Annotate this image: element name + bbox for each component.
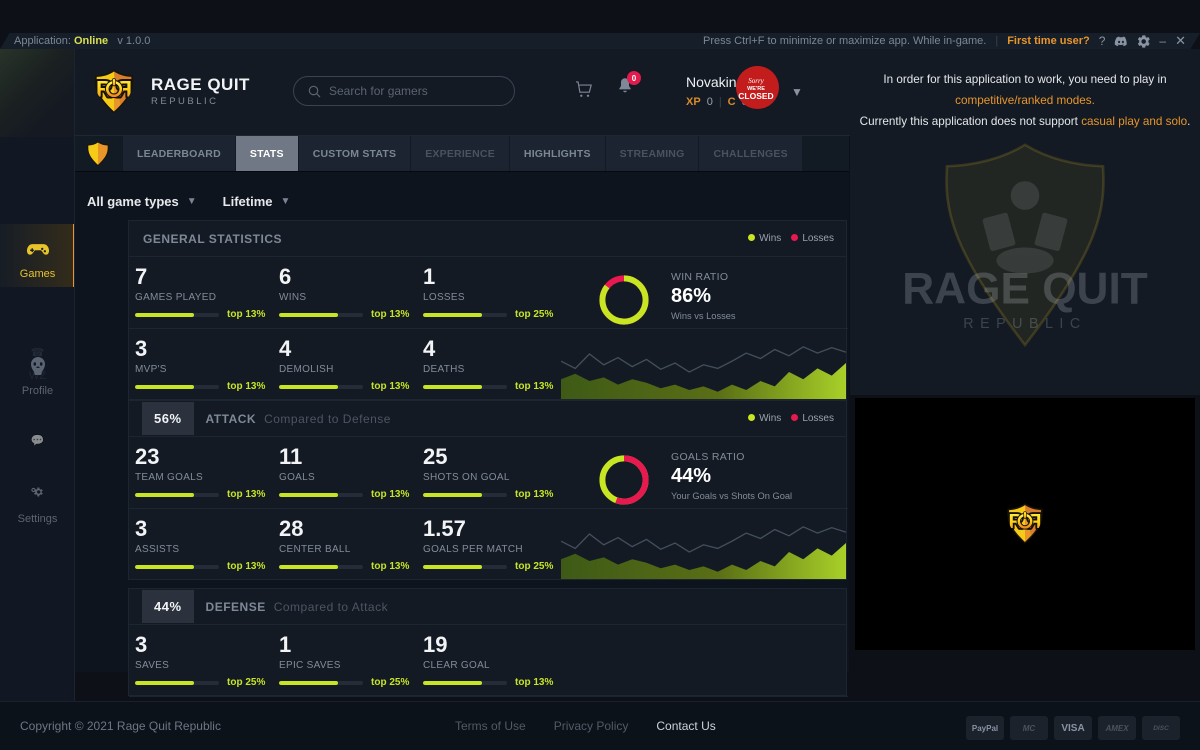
svg-text:Sorry: Sorry [748, 77, 764, 85]
svg-text:CLOSED: CLOSED [738, 91, 773, 101]
svg-text:R: R [96, 77, 112, 102]
svg-text:REPUBLIC: REPUBLIC [963, 316, 1086, 332]
svg-text:R: R [116, 77, 132, 102]
svg-text:RAGE QUIT: RAGE QUIT [902, 264, 1148, 313]
